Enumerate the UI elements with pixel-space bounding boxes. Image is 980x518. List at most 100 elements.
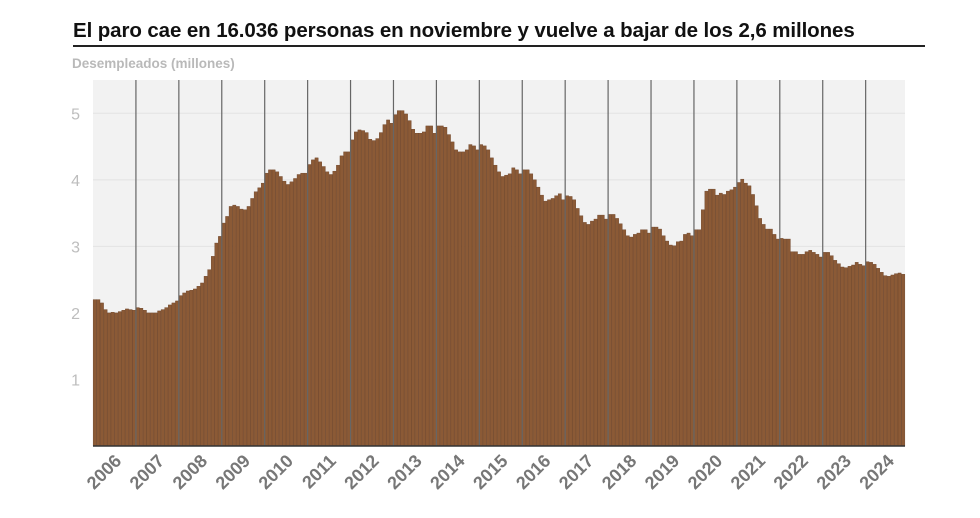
- bar: [490, 157, 494, 447]
- bar: [711, 188, 716, 447]
- bar: [200, 282, 204, 447]
- bar: [289, 181, 294, 447]
- bar: [307, 164, 312, 447]
- bar: [547, 199, 551, 447]
- bar: [439, 125, 444, 447]
- bar: [332, 170, 337, 447]
- bar: [121, 310, 126, 447]
- bar: [894, 273, 898, 447]
- bar: [804, 251, 809, 447]
- bar: [314, 157, 319, 447]
- x-tick-label: 2010: [255, 451, 297, 493]
- bar: [701, 209, 705, 447]
- bar: [754, 205, 759, 447]
- bar: [218, 236, 222, 447]
- bar: [518, 173, 523, 447]
- bar: [854, 262, 859, 447]
- bar: [511, 167, 516, 447]
- y-tick-label: 2: [71, 306, 80, 323]
- bar: [92, 299, 97, 447]
- bar: [901, 274, 906, 447]
- bar: [743, 182, 748, 447]
- x-tick-label: 2018: [598, 451, 640, 493]
- bar: [114, 312, 119, 447]
- bar: [887, 276, 891, 447]
- bar: [608, 214, 612, 447]
- bar: [246, 206, 251, 447]
- bar: [543, 200, 548, 447]
- bar: [829, 255, 834, 447]
- bar: [633, 234, 637, 447]
- x-tick-label: 2015: [469, 451, 511, 493]
- bar: [407, 120, 412, 447]
- bar: [135, 307, 140, 447]
- chart-title: El paro cae en 16.036 personas en noviem…: [73, 19, 855, 42]
- bar: [761, 224, 766, 447]
- bar: [96, 299, 101, 447]
- bar: [475, 149, 480, 447]
- bar: [411, 129, 415, 447]
- bar: [801, 254, 805, 447]
- bar: [586, 224, 591, 447]
- y-axis-label: Desempleados (millones): [72, 56, 235, 71]
- bar: [261, 182, 265, 447]
- x-tick-labels: 2006 2007 2008 2009 2010 2011 2012 2013 2014 2015…: [83, 451, 898, 493]
- x-tick-label: 2022: [770, 451, 812, 493]
- bar: [826, 252, 830, 447]
- bar: [786, 238, 791, 447]
- bar: [178, 295, 183, 447]
- x-tick-label: 2021: [727, 451, 769, 493]
- y-tick-label: 4: [71, 173, 80, 190]
- bar: [196, 286, 201, 447]
- bar: [525, 169, 530, 447]
- bar: [271, 169, 276, 447]
- bar: [747, 185, 752, 447]
- bar: [572, 199, 576, 447]
- x-tick-label: 2011: [298, 451, 340, 493]
- bar: [168, 304, 172, 447]
- bar: [457, 151, 462, 447]
- y-tick-label: 3: [71, 239, 80, 256]
- bar: [479, 144, 483, 447]
- bar: [615, 218, 619, 447]
- bar: [622, 229, 627, 447]
- bar: [611, 214, 616, 447]
- bar: [883, 275, 888, 447]
- bar: [139, 308, 144, 447]
- bar: [243, 209, 247, 447]
- bar: [540, 194, 544, 447]
- bar: [107, 312, 111, 447]
- bar: [171, 302, 176, 447]
- bar: [654, 226, 659, 447]
- bar: [268, 169, 272, 447]
- bar: [522, 169, 526, 447]
- bar: [643, 229, 648, 447]
- bar: [185, 290, 190, 447]
- bar: [851, 264, 855, 447]
- bar: [808, 250, 813, 447]
- bar: [397, 110, 401, 447]
- bar: [636, 232, 641, 447]
- bar: [733, 186, 737, 447]
- bar: [443, 127, 448, 447]
- bar: [153, 312, 158, 447]
- bar: [346, 151, 351, 447]
- bar: [386, 119, 390, 447]
- x-tick-label: 2016: [512, 451, 554, 493]
- bar: [329, 174, 333, 447]
- bar: [693, 229, 698, 447]
- x-tick-label: 2014: [426, 451, 468, 493]
- bar: [150, 312, 154, 447]
- bar: [729, 189, 734, 447]
- bar: [278, 176, 283, 447]
- bar: [389, 123, 394, 447]
- x-tick-label: 2013: [383, 451, 425, 493]
- bar: [507, 173, 512, 447]
- bar: [303, 172, 308, 447]
- bar: [568, 196, 573, 447]
- bar: [361, 130, 365, 447]
- bar: [117, 311, 122, 447]
- bar: [890, 274, 895, 447]
- bar: [836, 263, 841, 447]
